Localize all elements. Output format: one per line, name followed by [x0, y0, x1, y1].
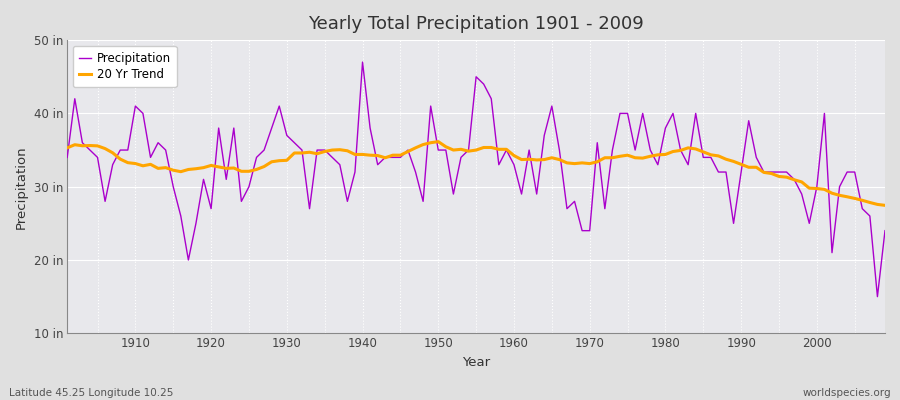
Precipitation [289, 140, 300, 145]
Precipitation [508, 162, 519, 167]
20 Yr Trend [433, 139, 444, 144]
Y-axis label: Precipitation: Precipitation [15, 145, 28, 228]
20 Yr Trend [335, 147, 346, 152]
Text: worldspecies.org: worldspecies.org [803, 388, 891, 398]
20 Yr Trend [289, 150, 300, 155]
20 Yr Trend [508, 153, 519, 158]
20 Yr Trend [516, 157, 526, 162]
Precipitation [357, 60, 368, 64]
Text: Latitude 45.25 Longitude 10.25: Latitude 45.25 Longitude 10.25 [9, 388, 174, 398]
Precipitation [879, 228, 890, 233]
Precipitation [122, 148, 133, 152]
Line: 20 Yr Trend: 20 Yr Trend [68, 142, 885, 205]
Precipitation [607, 148, 617, 152]
X-axis label: Year: Year [462, 356, 490, 369]
20 Yr Trend [879, 203, 890, 208]
Precipitation [516, 192, 526, 196]
Title: Yearly Total Precipitation 1901 - 2009: Yearly Total Precipitation 1901 - 2009 [308, 15, 644, 33]
Line: Precipitation: Precipitation [68, 62, 885, 297]
Legend: Precipitation, 20 Yr Trend: Precipitation, 20 Yr Trend [73, 46, 176, 87]
Precipitation [335, 162, 346, 167]
20 Yr Trend [62, 146, 73, 150]
20 Yr Trend [607, 155, 617, 160]
20 Yr Trend [122, 160, 133, 165]
Precipitation [62, 155, 73, 160]
Precipitation [872, 294, 883, 299]
